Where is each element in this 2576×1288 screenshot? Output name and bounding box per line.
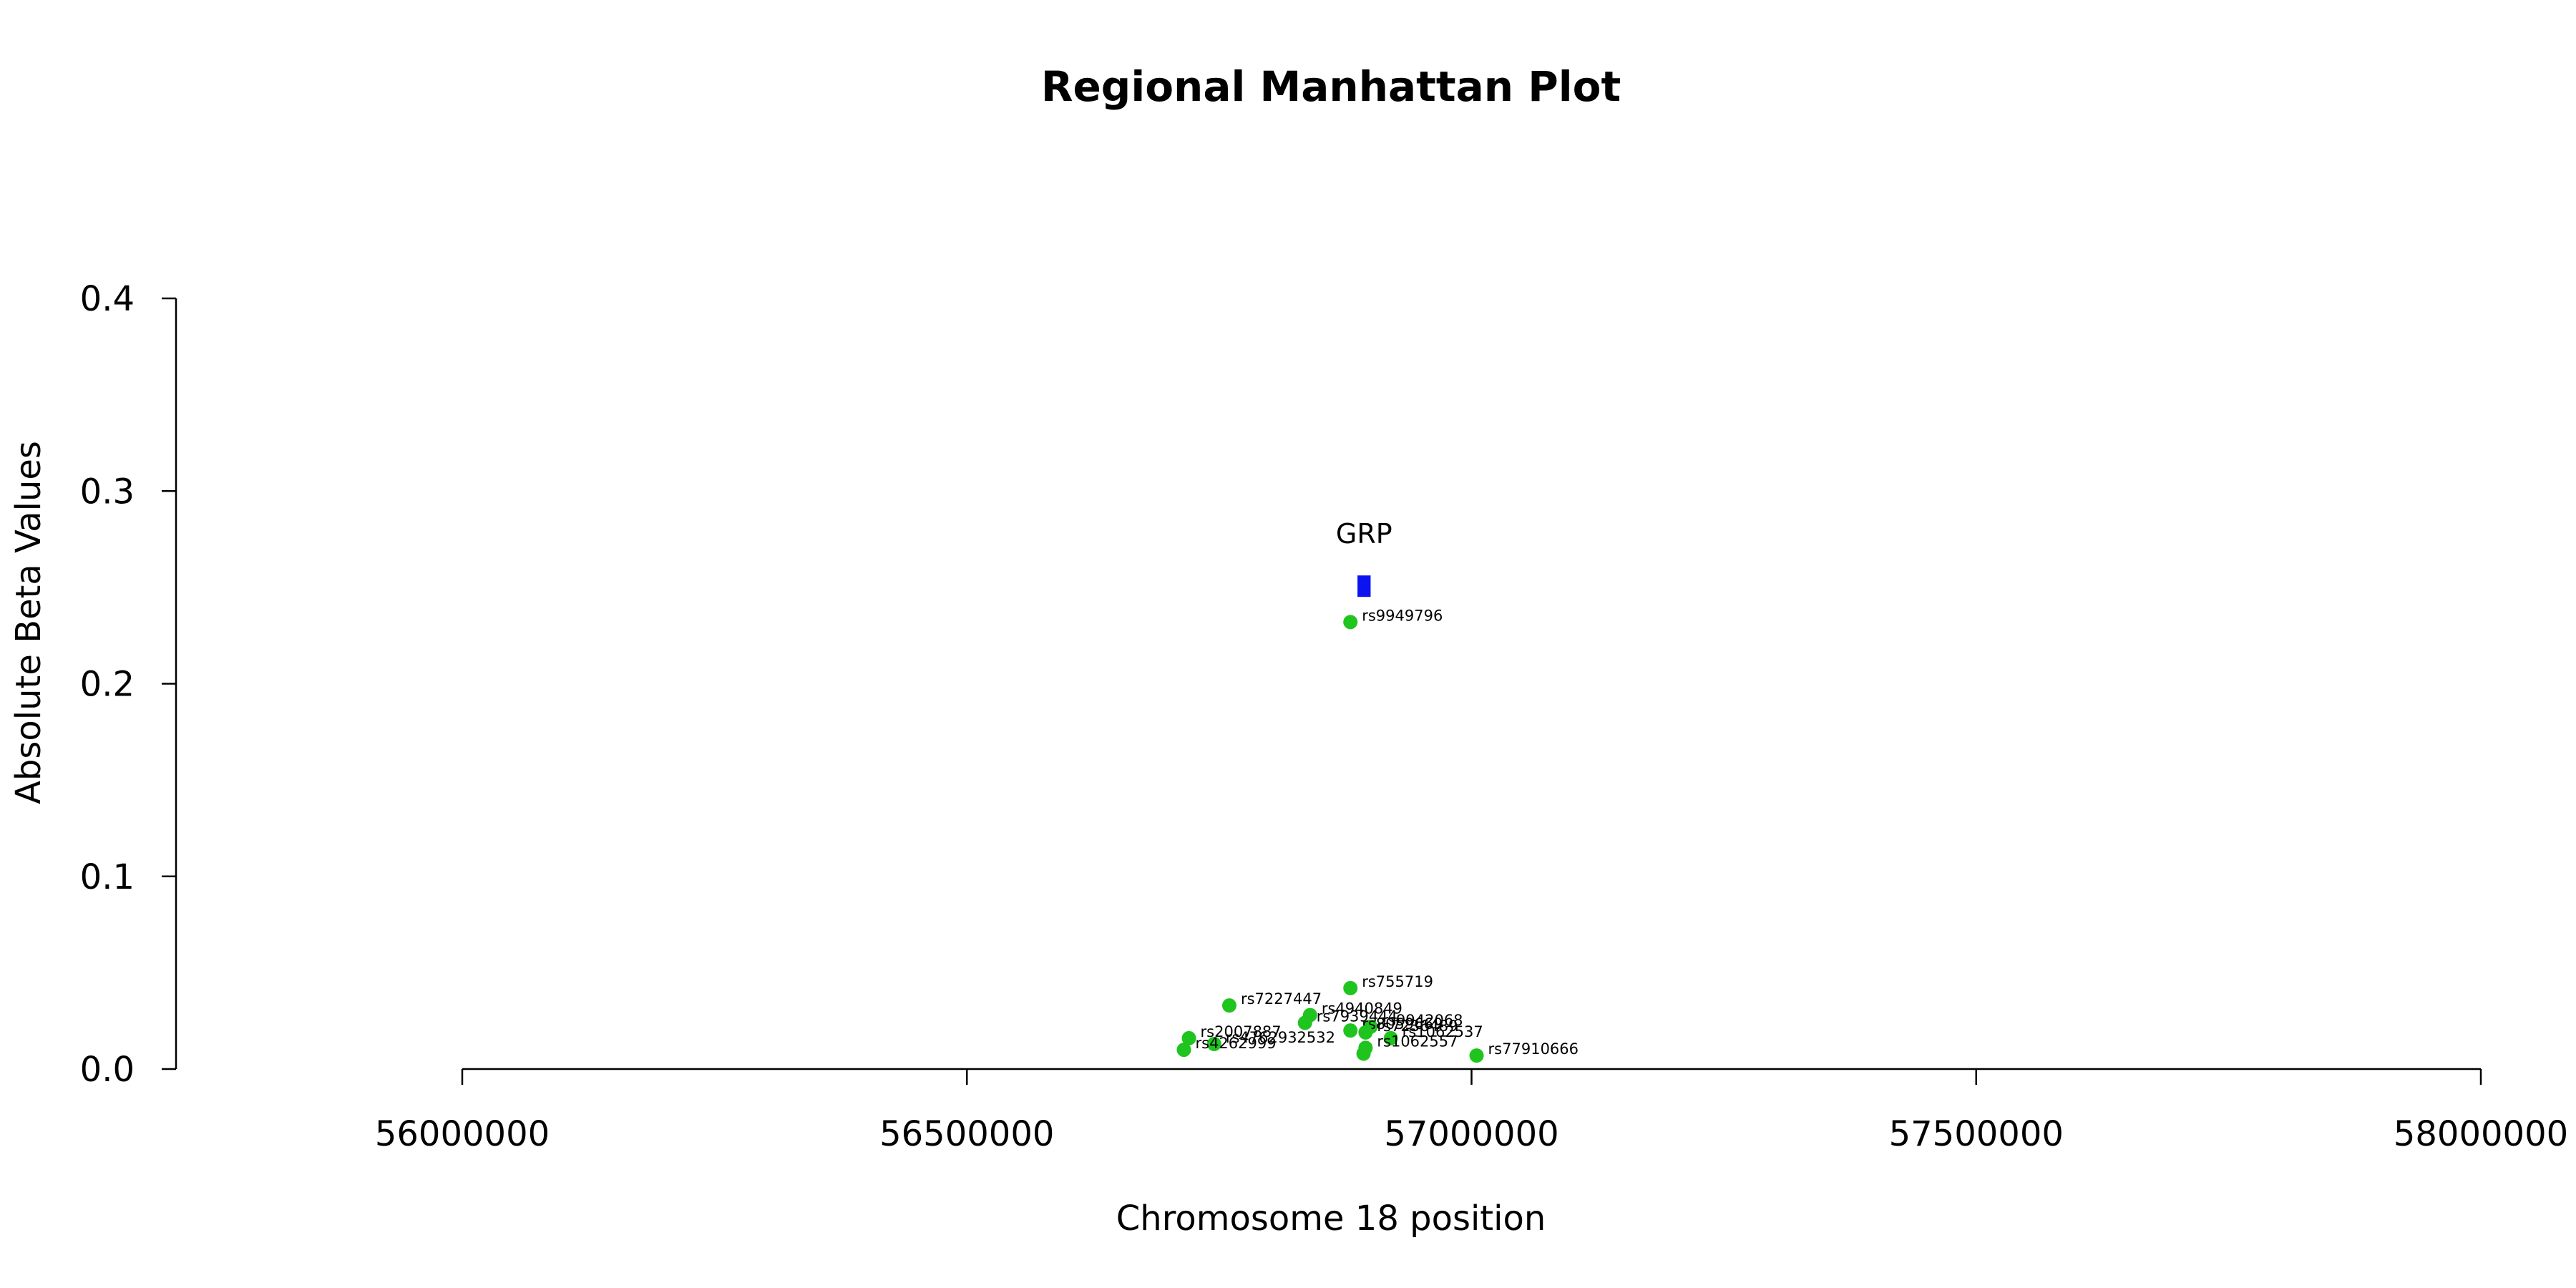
gene-label: GRP — [1336, 518, 1392, 550]
snp-label: rs4262999 — [1196, 1035, 1277, 1052]
snp-point — [1469, 1048, 1484, 1063]
chart-title: Regional Manhattan Plot — [1041, 62, 1621, 111]
snp-point — [1356, 1046, 1371, 1061]
points-layer: rs9949796 rs755719 rs7227447rs4940849rs793… — [1176, 607, 1579, 1063]
y-tick-label: 0.4 — [80, 279, 135, 319]
snp-label: rs9942068 — [1382, 1012, 1463, 1029]
snp-point — [1206, 1036, 1221, 1051]
snp-label: rs4762932532 — [1226, 1029, 1335, 1046]
x-tick-label: 57000000 — [1384, 1114, 1558, 1154]
gene-bar — [1357, 575, 1371, 597]
y-axis-title: Absolute Beta Values — [9, 441, 49, 804]
y-tick-label: 0.2 — [80, 665, 135, 705]
x-axis-title: Chromosome 18 position — [1116, 1199, 1546, 1239]
snp-point — [1343, 1023, 1358, 1038]
y-tick-label: 0.3 — [80, 472, 135, 512]
x-tick-label: 56000000 — [375, 1114, 550, 1154]
x-tick-label: 58000000 — [2394, 1114, 2568, 1154]
snp-point — [1383, 1030, 1398, 1045]
y-tick-label: 0.1 — [80, 857, 135, 897]
snp-point — [1343, 615, 1358, 630]
x-tick-label: 56500000 — [879, 1114, 1054, 1154]
snp-point — [1343, 980, 1358, 995]
snp-point — [1297, 1015, 1312, 1030]
snp-point — [1358, 1025, 1373, 1040]
snp-label: rs755719 — [1362, 973, 1433, 990]
snp-label: rs1062537 — [1402, 1023, 1483, 1040]
snp-label: rs4940849 — [1322, 1000, 1402, 1018]
snp-point — [1221, 998, 1236, 1013]
snp-point — [1176, 1043, 1191, 1058]
x-axis: 56000000 56500000 57000000 57500000 58000000 — [375, 1068, 2568, 1154]
snp-point — [1181, 1030, 1196, 1045]
y-tick-label: 0.0 — [80, 1050, 135, 1090]
snp-label: rs77910666 — [1488, 1040, 1579, 1058]
gene-layer: GRP — [1336, 518, 1392, 597]
y-axis: 0.0 0.1 0.2 0.3 0.4 — [80, 279, 177, 1090]
snp-label: rs9949796 — [1362, 607, 1443, 624]
snp-label: rs1062557 — [1377, 1033, 1458, 1050]
snp-label: rs7227447 — [1241, 990, 1322, 1008]
snp-label: rs8059669 — [1362, 1015, 1443, 1033]
x-tick-label: 57500000 — [1889, 1114, 2064, 1154]
snp-label: rs7939444 — [1317, 1008, 1397, 1025]
